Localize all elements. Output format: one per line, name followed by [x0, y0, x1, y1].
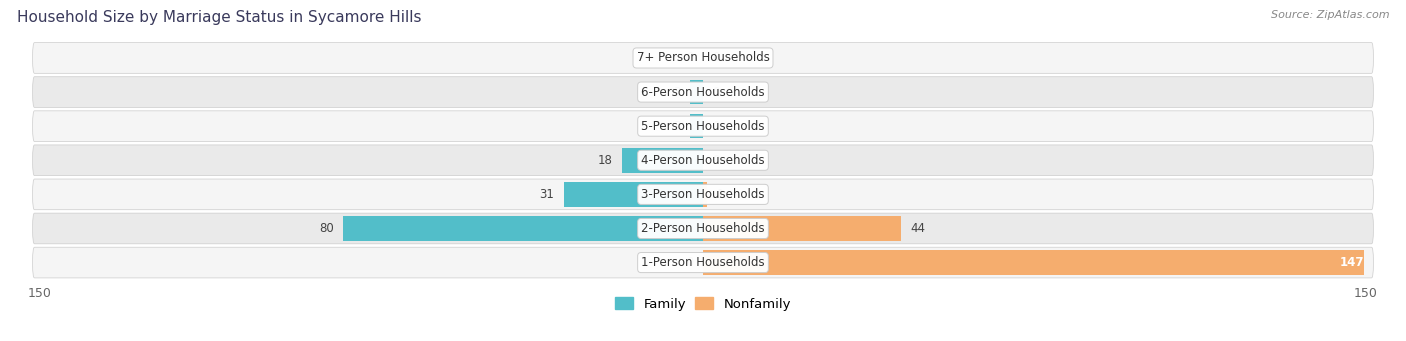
Bar [564, 182, 703, 207]
Text: 0: 0 [686, 51, 695, 64]
FancyBboxPatch shape [32, 145, 1374, 176]
Bar [621, 148, 703, 173]
Legend: Family, Nonfamily: Family, Nonfamily [610, 292, 796, 316]
Text: 0: 0 [686, 256, 695, 269]
Bar [343, 216, 703, 241]
Text: 4-Person Households: 4-Person Households [641, 154, 765, 167]
Bar [703, 182, 707, 207]
FancyBboxPatch shape [32, 77, 1374, 107]
Text: 6-Person Households: 6-Person Households [641, 86, 765, 99]
Text: 147: 147 [1340, 256, 1364, 269]
Text: Household Size by Marriage Status in Sycamore Hills: Household Size by Marriage Status in Syc… [17, 10, 422, 25]
Text: 3: 3 [673, 120, 681, 133]
Bar [689, 80, 703, 104]
FancyBboxPatch shape [32, 247, 1374, 278]
Text: 80: 80 [319, 222, 335, 235]
Text: 44: 44 [910, 222, 925, 235]
Text: 150: 150 [28, 287, 52, 300]
Text: 3-Person Households: 3-Person Households [641, 188, 765, 201]
Text: 1: 1 [717, 188, 724, 201]
Text: 3: 3 [673, 86, 681, 99]
Text: 31: 31 [540, 188, 554, 201]
Text: Source: ZipAtlas.com: Source: ZipAtlas.com [1271, 10, 1389, 20]
Text: 0: 0 [711, 86, 720, 99]
FancyBboxPatch shape [32, 111, 1374, 142]
FancyBboxPatch shape [32, 213, 1374, 244]
Bar [703, 250, 1364, 275]
Text: 7+ Person Households: 7+ Person Households [637, 51, 769, 64]
Text: 18: 18 [598, 154, 613, 167]
Text: 0: 0 [711, 120, 720, 133]
Text: 0: 0 [711, 51, 720, 64]
Text: 2-Person Households: 2-Person Households [641, 222, 765, 235]
Bar [703, 216, 901, 241]
Text: 5-Person Households: 5-Person Households [641, 120, 765, 133]
FancyBboxPatch shape [32, 43, 1374, 73]
Bar [689, 114, 703, 138]
Text: 150: 150 [1354, 287, 1378, 300]
FancyBboxPatch shape [32, 179, 1374, 210]
Text: 0: 0 [711, 154, 720, 167]
Text: 1-Person Households: 1-Person Households [641, 256, 765, 269]
